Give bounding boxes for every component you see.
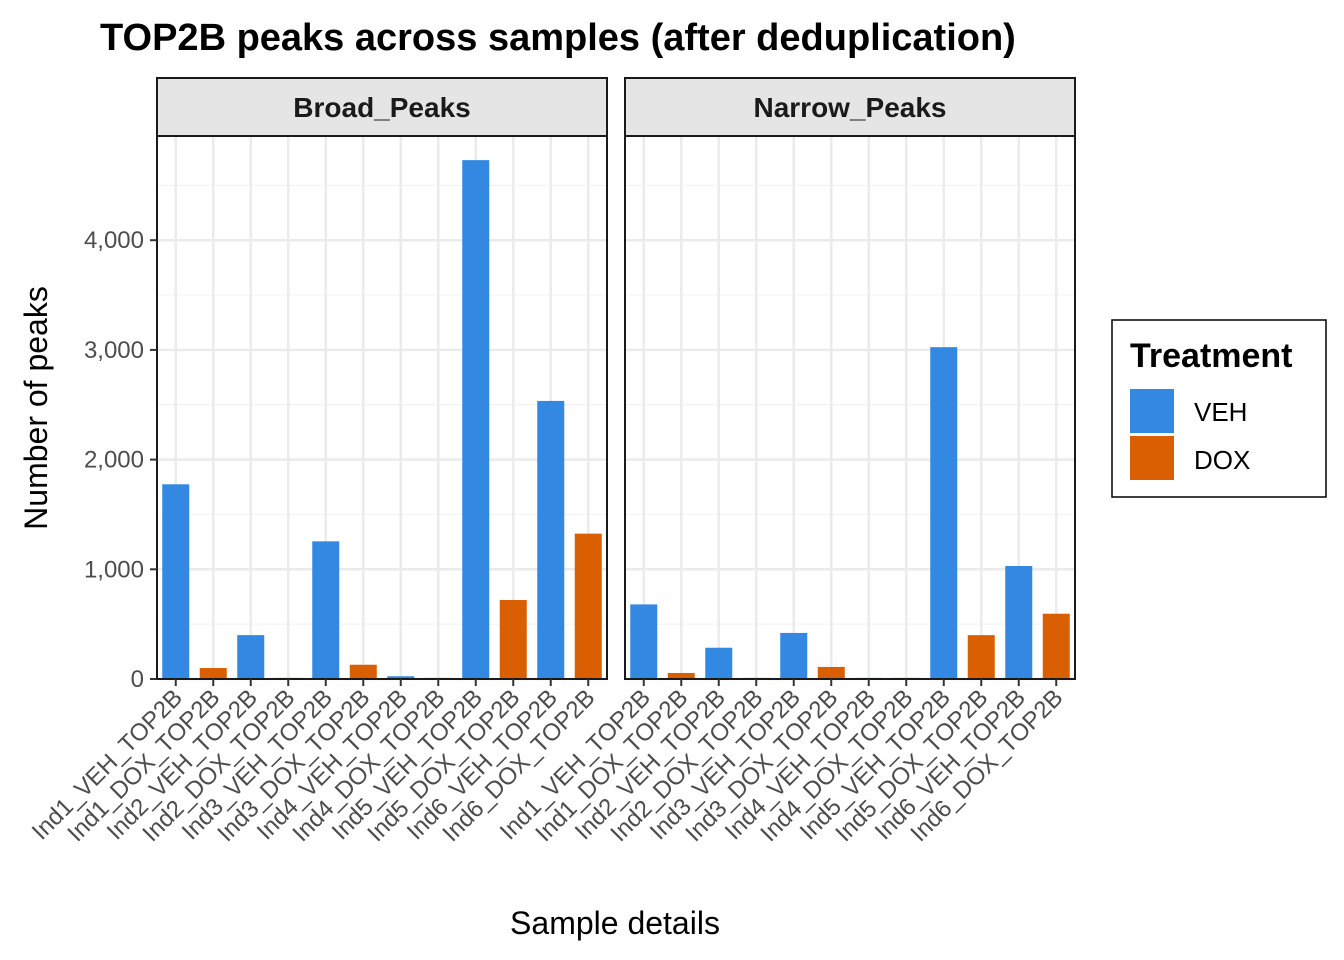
bar-narrow-peaks-ind5-dox-top2b bbox=[967, 635, 995, 679]
facet-strip bbox=[624, 77, 1076, 137]
chart-title: TOP2B peaks across samples (after dedupl… bbox=[100, 17, 1016, 59]
y-axis-title: Number of peaks bbox=[18, 286, 54, 530]
x-axis-title: Sample details bbox=[510, 905, 720, 941]
y-tick-label: 4,000 bbox=[84, 227, 144, 254]
y-axis: 0 1,000 2,000 3,000 4,000 bbox=[84, 227, 157, 693]
bar-broad-peaks-ind6-veh-top2b bbox=[537, 400, 565, 679]
bar-broad-peaks-ind2-veh-top2b bbox=[237, 635, 265, 679]
bar-broad-peaks-ind3-dox-top2b bbox=[349, 664, 377, 679]
facet-panels: Broad_PeaksInd1_VEH_TOP2BInd1_DOX_TOP2BI… bbox=[27, 77, 1076, 847]
panel-background bbox=[625, 136, 1075, 679]
panel-background bbox=[157, 136, 607, 679]
bar-narrow-peaks-ind2-veh-top2b bbox=[705, 647, 733, 679]
bar-broad-peaks-ind6-dox-top2b bbox=[574, 533, 602, 679]
legend-label-dox: DOX bbox=[1194, 445, 1250, 475]
bar-narrow-peaks-ind1-dox-top2b bbox=[667, 672, 695, 679]
legend-key-veh bbox=[1130, 389, 1174, 433]
facet-strip-label: Broad_Peaks bbox=[293, 92, 470, 123]
legend-label-veh: VEH bbox=[1194, 397, 1247, 427]
facet-strip bbox=[156, 77, 608, 137]
bar-broad-peaks-ind4-veh-top2b bbox=[387, 676, 415, 679]
bar-broad-peaks-ind3-veh-top2b bbox=[312, 541, 340, 679]
bar-broad-peaks-ind5-veh-top2b bbox=[462, 160, 490, 680]
bar-broad-peaks-ind5-dox-top2b bbox=[499, 600, 527, 679]
bar-narrow-peaks-ind1-veh-top2b bbox=[630, 604, 658, 679]
bar-narrow-peaks-ind6-veh-top2b bbox=[1005, 566, 1033, 679]
facet-panel-narrow-peaks: Narrow_PeaksInd1_VEH_TOP2BInd1_DOX_TOP2B… bbox=[495, 77, 1076, 847]
bar-narrow-peaks-ind6-dox-top2b bbox=[1042, 613, 1070, 679]
y-tick-label: 3,000 bbox=[84, 337, 144, 364]
legend-title: Treatment bbox=[1130, 337, 1293, 375]
y-tick-label: 0 bbox=[131, 666, 144, 693]
bar-broad-peaks-ind1-veh-top2b bbox=[162, 484, 190, 679]
bar-narrow-peaks-ind3-dox-top2b bbox=[817, 666, 845, 679]
legend: Treatment VEH DOX bbox=[1111, 319, 1327, 498]
y-tick-label: 1,000 bbox=[84, 556, 144, 583]
legend-key-dox bbox=[1130, 436, 1174, 480]
bar-narrow-peaks-ind5-veh-top2b bbox=[930, 347, 958, 679]
y-tick-label: 2,000 bbox=[84, 447, 144, 474]
bar-narrow-peaks-ind3-veh-top2b bbox=[780, 632, 808, 679]
facet-panel-broad-peaks: Broad_PeaksInd1_VEH_TOP2BInd1_DOX_TOP2BI… bbox=[27, 77, 608, 847]
bar-broad-peaks-ind1-dox-top2b bbox=[199, 668, 227, 679]
facet-strip-label: Narrow_Peaks bbox=[753, 92, 946, 123]
